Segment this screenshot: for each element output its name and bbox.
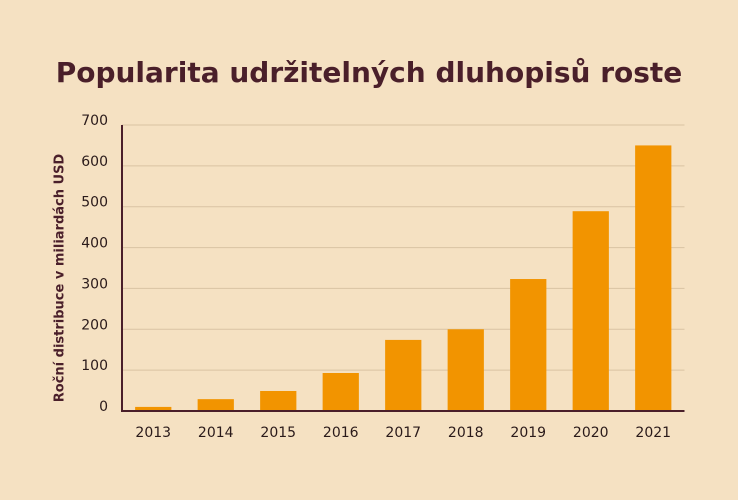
y-tick-label: 400 [81,236,108,252]
y-axis-label: Roční distribuce v miliardách USD [53,154,68,403]
y-tick-label: 600 [81,154,108,170]
y-tick-label: 700 [81,113,108,129]
y-tick-label: 300 [81,276,108,292]
bar [510,279,547,411]
bar [322,373,359,411]
x-tick-label: 2015 [260,425,296,441]
bar [635,145,672,411]
chart-title: Popularita udržitelných dluhopisů roste [56,56,683,89]
bar [385,339,422,411]
x-tick-label: 2014 [198,425,234,441]
y-tick-label: 0 [99,399,108,415]
x-tick-label: 2021 [635,425,671,441]
x-tick-label: 2016 [323,425,359,441]
x-tick-label: 2017 [385,425,421,441]
bar [135,406,172,411]
bar [197,399,234,411]
bar [572,211,609,411]
y-tick-label: 500 [81,195,108,211]
bar [260,390,297,411]
bar [447,329,484,411]
y-tick-label: 100 [81,358,108,374]
y-tick-label: 200 [81,317,108,333]
x-tick-label: 2013 [135,425,171,441]
x-tick-label: 2020 [573,425,609,441]
x-tick-label: 2018 [448,425,484,441]
x-tick-label: 2019 [510,425,546,441]
